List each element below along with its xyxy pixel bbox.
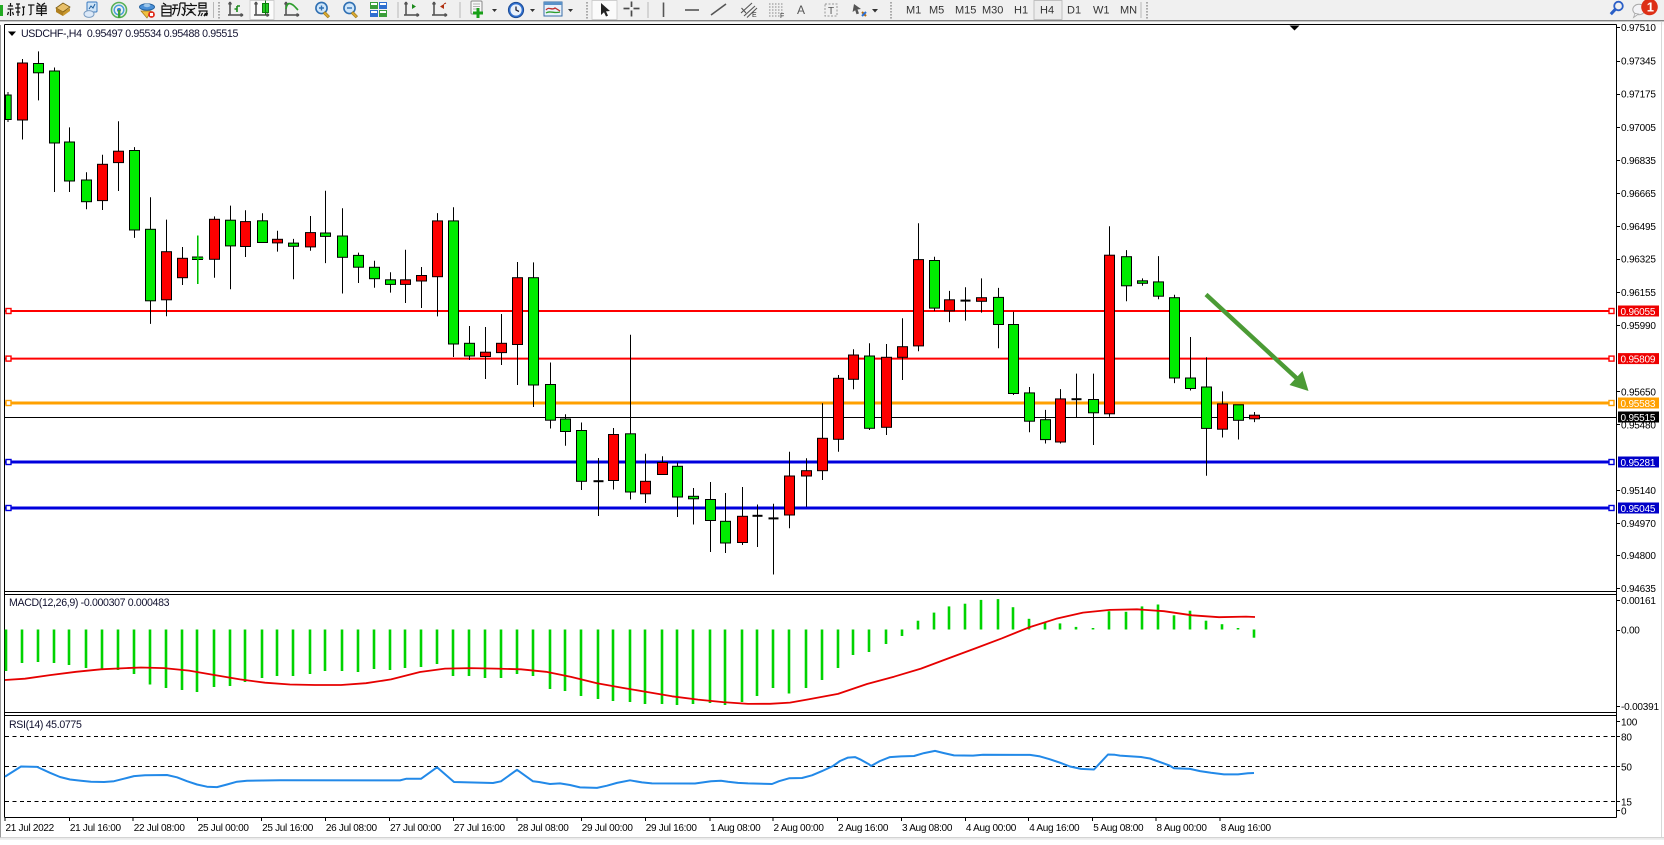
svg-text:M5: M5 bbox=[929, 5, 944, 17]
svg-text:H4: H4 bbox=[1040, 5, 1054, 17]
svg-text:0.96665: 0.96665 bbox=[1621, 189, 1656, 200]
svg-text:21 Jul 16:00: 21 Jul 16:00 bbox=[70, 823, 122, 834]
svg-text:0.95650: 0.95650 bbox=[1621, 387, 1656, 398]
svg-text:26 Jul 08:00: 26 Jul 08:00 bbox=[326, 823, 378, 834]
svg-text:0.95140: 0.95140 bbox=[1621, 486, 1656, 497]
svg-text:T: T bbox=[828, 6, 834, 17]
svg-text:25 Jul 00:00: 25 Jul 00:00 bbox=[198, 823, 250, 834]
svg-text:0.97005: 0.97005 bbox=[1621, 123, 1656, 134]
svg-text:0.95583: 0.95583 bbox=[1621, 399, 1656, 410]
svg-text:80: 80 bbox=[1621, 732, 1632, 743]
svg-text:0.94635: 0.94635 bbox=[1621, 584, 1656, 595]
svg-text:M30: M30 bbox=[982, 5, 1003, 17]
svg-text:0.94970: 0.94970 bbox=[1621, 519, 1656, 530]
svg-text:RSI(14) 45.0775: RSI(14) 45.0775 bbox=[9, 719, 82, 731]
svg-text:27 Jul 00:00: 27 Jul 00:00 bbox=[390, 823, 442, 834]
svg-text:0.00: 0.00 bbox=[1621, 626, 1640, 637]
svg-text:5 Aug 08:00: 5 Aug 08:00 bbox=[1093, 823, 1144, 834]
svg-text:MACD(12,26,9) -0.000307 0.0004: MACD(12,26,9) -0.000307 0.000483 bbox=[9, 597, 170, 609]
svg-text:4 Aug 16:00: 4 Aug 16:00 bbox=[1029, 823, 1080, 834]
svg-text:MN: MN bbox=[1120, 5, 1137, 17]
svg-text:E: E bbox=[752, 12, 757, 19]
svg-text:27 Jul 16:00: 27 Jul 16:00 bbox=[454, 823, 506, 834]
svg-text:0.95045: 0.95045 bbox=[1621, 504, 1656, 515]
svg-text:29 Jul 00:00: 29 Jul 00:00 bbox=[582, 823, 634, 834]
svg-text:0.95990: 0.95990 bbox=[1621, 321, 1656, 332]
svg-text:W1: W1 bbox=[1093, 5, 1110, 17]
svg-text:F: F bbox=[780, 13, 784, 20]
svg-text:0.97345: 0.97345 bbox=[1621, 57, 1656, 68]
svg-text:D1: D1 bbox=[1067, 5, 1081, 17]
svg-text:0.95515: 0.95515 bbox=[1621, 413, 1656, 424]
svg-text:0.97175: 0.97175 bbox=[1621, 90, 1656, 101]
svg-text:0.95281: 0.95281 bbox=[1621, 458, 1656, 469]
svg-text:4 Aug 00:00: 4 Aug 00:00 bbox=[966, 823, 1017, 834]
svg-text:100: 100 bbox=[1621, 717, 1638, 728]
svg-text:0.96495: 0.96495 bbox=[1621, 222, 1656, 233]
svg-text:8 Aug 16:00: 8 Aug 16:00 bbox=[1221, 823, 1272, 834]
svg-text:0.96055: 0.96055 bbox=[1621, 307, 1656, 318]
svg-text:USDCHF-,H4 0.95497 0.95534 0.: USDCHF-,H4 0.95497 0.95534 0.95488 0.955… bbox=[21, 28, 238, 40]
svg-text:3 Aug 08:00: 3 Aug 08:00 bbox=[902, 823, 953, 834]
svg-text:A: A bbox=[797, 3, 805, 17]
svg-text:0.00161: 0.00161 bbox=[1621, 596, 1656, 607]
svg-text:22 Jul 08:00: 22 Jul 08:00 bbox=[134, 823, 186, 834]
svg-text:21 Jul 2022: 21 Jul 2022 bbox=[6, 823, 55, 834]
svg-text:2 Aug 16:00: 2 Aug 16:00 bbox=[838, 823, 889, 834]
svg-text:8 Aug 00:00: 8 Aug 00:00 bbox=[1157, 823, 1208, 834]
svg-text:29 Jul 16:00: 29 Jul 16:00 bbox=[646, 823, 698, 834]
svg-text:1: 1 bbox=[1647, 0, 1654, 15]
svg-text:0.96325: 0.96325 bbox=[1621, 255, 1656, 266]
svg-text:M15: M15 bbox=[955, 5, 976, 17]
svg-text:0.95809: 0.95809 bbox=[1621, 355, 1656, 366]
svg-text:0.97510: 0.97510 bbox=[1621, 23, 1656, 34]
svg-text:28 Jul 08:00: 28 Jul 08:00 bbox=[518, 823, 570, 834]
svg-text:0.96155: 0.96155 bbox=[1621, 288, 1656, 299]
svg-text:0.94800: 0.94800 bbox=[1621, 551, 1656, 562]
svg-text:0.95480: 0.95480 bbox=[1621, 420, 1656, 431]
svg-text:2 Aug 00:00: 2 Aug 00:00 bbox=[774, 823, 825, 834]
svg-text:50: 50 bbox=[1621, 763, 1632, 774]
svg-text:0: 0 bbox=[1621, 806, 1627, 817]
svg-text:25 Jul 16:00: 25 Jul 16:00 bbox=[262, 823, 314, 834]
svg-text:H1: H1 bbox=[1014, 5, 1028, 17]
svg-text:0.96835: 0.96835 bbox=[1621, 156, 1656, 167]
svg-text:M1: M1 bbox=[906, 5, 921, 17]
svg-text:15: 15 bbox=[1621, 797, 1632, 808]
svg-text:1 Aug 08:00: 1 Aug 08:00 bbox=[710, 823, 761, 834]
svg-text:-0.00391: -0.00391 bbox=[1621, 702, 1660, 713]
